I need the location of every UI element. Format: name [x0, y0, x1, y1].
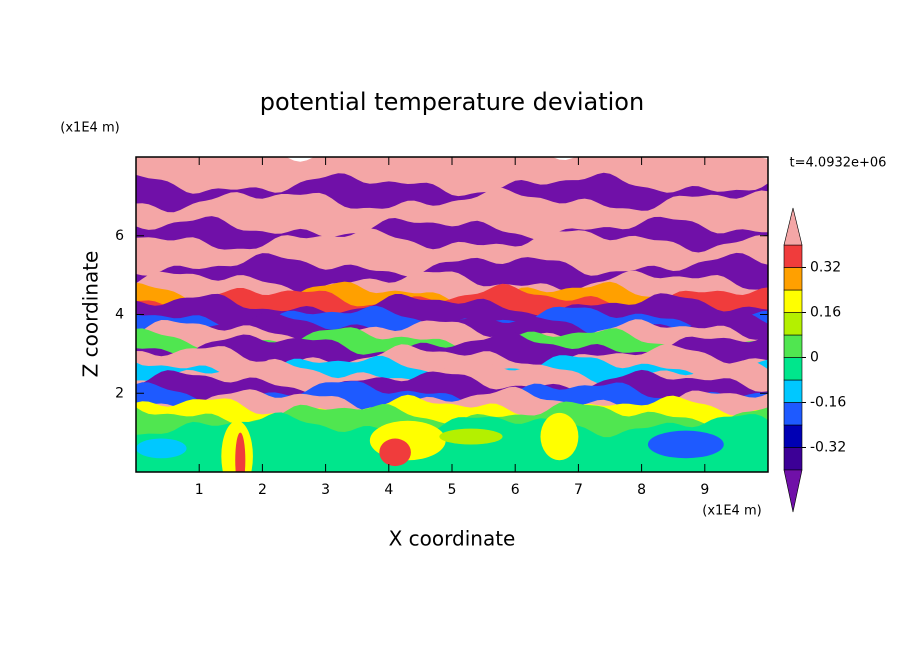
contour-blob: [540, 412, 579, 461]
colorbar-box: [783, 289, 803, 313]
x-tick-label: 2: [258, 482, 267, 498]
x-tick-label: 4: [384, 482, 393, 498]
annotation: t=4.0932e+06: [790, 156, 887, 171]
x-tick-label: 3: [321, 482, 330, 498]
contour-blob: [647, 430, 724, 459]
colorbar-tick-label: 0.32: [810, 260, 841, 276]
colorbar-box: [783, 334, 803, 358]
colorbar-box: [783, 447, 803, 471]
colorbar-over: [783, 207, 803, 246]
colorbar-box: [783, 267, 803, 291]
contour-blob: [439, 428, 503, 445]
colorbar-tick-label: 0: [810, 350, 819, 366]
colorbar-box: [783, 244, 803, 268]
x-tick-label: 1: [195, 482, 204, 498]
contour-blob: [235, 432, 246, 472]
x-tick-label: 5: [448, 482, 457, 498]
x-tick-label: 8: [637, 482, 646, 498]
contour-blob: [379, 438, 411, 467]
y-tick-label: 4: [115, 307, 124, 323]
x-tick-label: 9: [700, 482, 709, 498]
chart-title: potential temperature deviation: [260, 88, 644, 116]
colorbar-box: [783, 357, 803, 381]
y-tick-label: 6: [115, 228, 124, 244]
x-axis-label: X coordinate: [389, 527, 516, 551]
y-unit: (x1E4 m): [60, 121, 119, 136]
colorbar-tick-label: -0.16: [810, 395, 846, 411]
colorbar-tick-label: 0.16: [810, 305, 841, 321]
colorbar-box: [783, 402, 803, 426]
colorbar-box: [783, 312, 803, 336]
colorbar-under: [783, 469, 803, 513]
x-unit: (x1E4 m): [702, 504, 761, 519]
y-tick-label: 2: [115, 385, 124, 401]
colorbar-tick-label: -0.32: [810, 440, 846, 456]
x-tick-label: 6: [511, 482, 520, 498]
x-tick-label: 7: [574, 482, 583, 498]
colorbar-box: [783, 379, 803, 403]
contour-field: [136, 157, 768, 472]
contour-blob: [136, 438, 187, 459]
colorbar-box: [783, 424, 803, 448]
y-axis-label: Z coordinate: [79, 251, 103, 378]
